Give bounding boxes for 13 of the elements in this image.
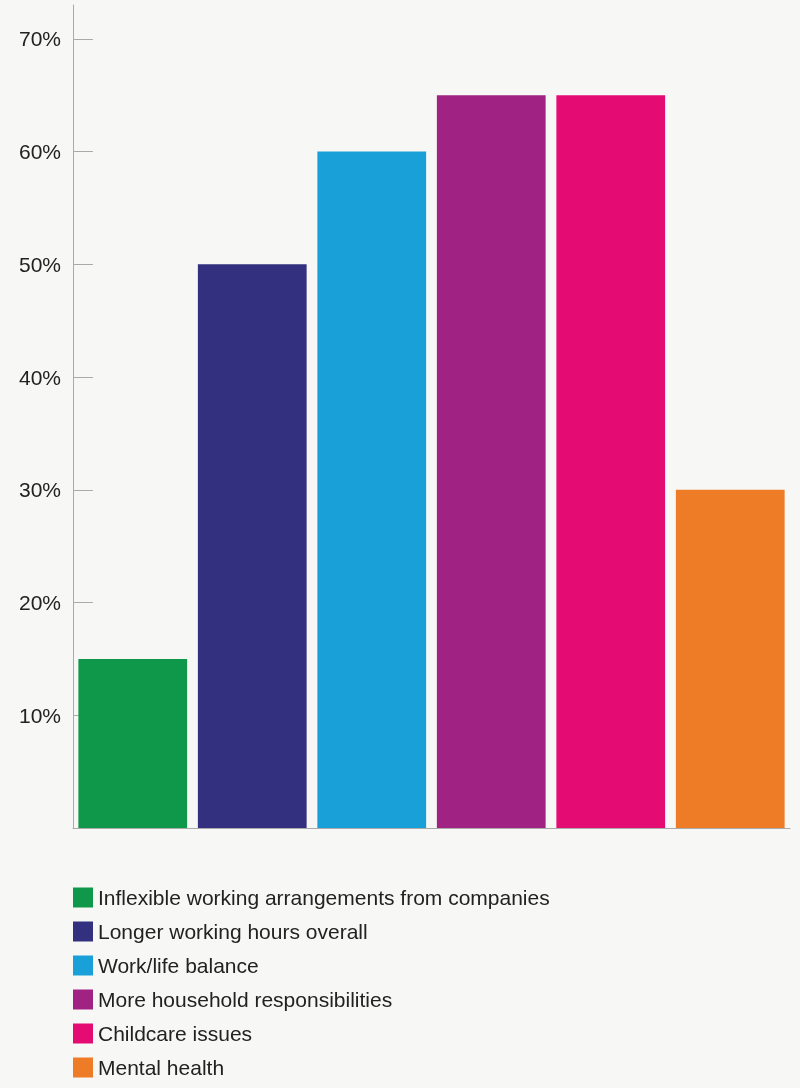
legend-label: More household responsibilities <box>98 988 393 1011</box>
y-tick-label: 70% <box>18 27 61 51</box>
y-tick-label: 40% <box>18 365 61 389</box>
legend-label: Childcare issues <box>98 1022 253 1045</box>
y-tick-label: 10% <box>18 703 61 727</box>
y-tick-label: 50% <box>18 252 61 276</box>
legend-label: Longer working hours overall <box>98 920 368 943</box>
legend-label: Inflexible working arrangements from companies <box>98 886 550 909</box>
y-tick-label: 60% <box>18 140 61 164</box>
legend-label: Work/life balance <box>98 954 259 977</box>
y-tick-label: 30% <box>18 478 61 502</box>
legend-label: Mental health <box>98 1056 225 1079</box>
y-tick-label: 20% <box>18 591 61 615</box>
